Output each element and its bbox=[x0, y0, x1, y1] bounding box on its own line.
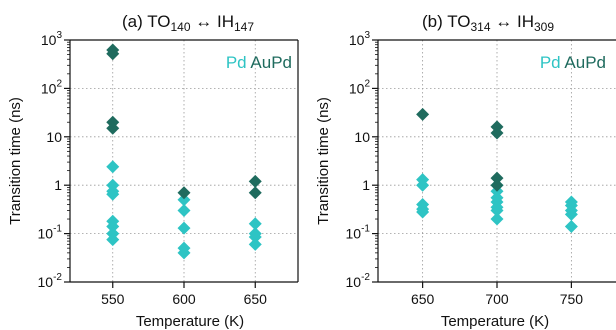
data-point-pd bbox=[106, 233, 120, 247]
title-right-subscript: 309 bbox=[534, 20, 554, 34]
y-tick-exponent: -1 bbox=[53, 224, 62, 235]
y-tick-base: 10 bbox=[346, 274, 362, 290]
x-tick-label: 700 bbox=[485, 291, 509, 307]
y-tick-label: 102 bbox=[349, 78, 371, 96]
y-tick-label: 103 bbox=[349, 30, 371, 48]
data-point-aupd bbox=[416, 107, 430, 121]
y-tick-base: 10 bbox=[41, 32, 57, 48]
y-tick-label: 10-1 bbox=[346, 224, 371, 242]
y-tick-exponent: -2 bbox=[53, 272, 62, 283]
title-left-name: TO bbox=[147, 12, 170, 31]
y-tick-label: 10 bbox=[354, 129, 370, 145]
data-point-pd bbox=[490, 204, 504, 218]
title-right-name: IH bbox=[517, 12, 534, 31]
title-right-subscript: 147 bbox=[234, 20, 254, 34]
y-tick-base: 10 bbox=[349, 80, 365, 96]
title-arrow: ↔ bbox=[491, 12, 517, 31]
panel-title: (a) TO140 ↔ IH147 bbox=[122, 12, 254, 34]
legend: Pd AuPd bbox=[540, 53, 606, 72]
data-point-pd bbox=[416, 178, 430, 192]
data-point-pd bbox=[416, 205, 430, 219]
data-point-pd bbox=[564, 220, 578, 234]
x-tick-label: 650 bbox=[244, 291, 268, 307]
data-point-pd bbox=[248, 230, 262, 244]
panel-label: (b) bbox=[422, 12, 447, 31]
data-point-pd bbox=[564, 207, 578, 221]
title-right-name: IH bbox=[217, 12, 234, 31]
legend-entry-pd: Pd bbox=[540, 53, 561, 72]
y-tick-exponent: 3 bbox=[56, 30, 62, 41]
y-tick-base: 10 bbox=[349, 32, 365, 48]
y-tick-exponent: 3 bbox=[364, 30, 370, 41]
data-point-aupd bbox=[177, 186, 191, 200]
panel-label: (a) bbox=[122, 12, 147, 31]
y-tick-base: 1 bbox=[362, 177, 370, 193]
data-point-aupd bbox=[490, 126, 504, 140]
y-tick-label: 102 bbox=[41, 78, 63, 96]
panel-title: (b) TO314 ↔ IH309 bbox=[422, 12, 554, 34]
legend: Pd AuPd bbox=[226, 53, 292, 72]
y-tick-base: 10 bbox=[38, 226, 54, 242]
y-tick-exponent: 2 bbox=[364, 78, 370, 89]
y-tick-base: 10 bbox=[354, 129, 370, 145]
x-tick-label: 550 bbox=[101, 291, 125, 307]
y-tick-base: 1 bbox=[54, 177, 62, 193]
data-point-aupd bbox=[490, 178, 504, 192]
y-tick-exponent: -2 bbox=[361, 272, 370, 283]
y-tick-label: 10-1 bbox=[38, 224, 63, 242]
x-tick-label: 750 bbox=[560, 291, 584, 307]
y-axis-label: Transition time (ns) bbox=[7, 97, 24, 225]
legend-entry-aupd: AuPd bbox=[247, 53, 292, 72]
x-tick-label: 650 bbox=[411, 291, 435, 307]
title-arrow: ↔ bbox=[191, 12, 217, 31]
data-point-pd bbox=[177, 246, 191, 260]
y-tick-base: 10 bbox=[41, 80, 57, 96]
y-axis-label: Transition time (ns) bbox=[315, 97, 332, 225]
data-point-aupd bbox=[248, 174, 262, 188]
y-tick-label: 1 bbox=[54, 177, 62, 193]
y-tick-exponent: -1 bbox=[361, 224, 370, 235]
data-point-pd bbox=[177, 204, 191, 218]
y-tick-label: 10-2 bbox=[346, 272, 371, 290]
data-point-pd bbox=[248, 217, 262, 231]
x-tick-label: 600 bbox=[172, 291, 196, 307]
data-point-pd bbox=[490, 212, 504, 226]
title-left-name: TO bbox=[447, 12, 470, 31]
data-point-aupd bbox=[248, 186, 262, 200]
y-tick-label: 10-2 bbox=[38, 272, 63, 290]
y-tick-exponent: 2 bbox=[56, 78, 62, 89]
title-left-subscript: 140 bbox=[171, 20, 191, 34]
x-axis-label: Temperature (K) bbox=[136, 313, 244, 330]
title-left-subscript: 314 bbox=[471, 20, 491, 34]
legend-entry-aupd: AuPd bbox=[561, 53, 606, 72]
y-tick-label: 1 bbox=[362, 177, 370, 193]
data-point-aupd bbox=[106, 47, 120, 61]
data-point-pd bbox=[177, 193, 191, 207]
y-tick-base: 10 bbox=[38, 274, 54, 290]
data-point-pd bbox=[106, 160, 120, 174]
legend-entry-pd: Pd bbox=[226, 53, 247, 72]
data-point-aupd bbox=[106, 121, 120, 135]
data-point-pd bbox=[106, 220, 120, 234]
x-axis-label: Temperature (K) bbox=[441, 313, 549, 330]
y-tick-base: 10 bbox=[346, 226, 362, 242]
y-tick-base: 10 bbox=[46, 129, 62, 145]
data-point-pd bbox=[177, 221, 191, 235]
y-tick-label: 103 bbox=[41, 30, 63, 48]
y-tick-label: 10 bbox=[46, 129, 62, 145]
data-point-pd bbox=[248, 237, 262, 251]
data-point-aupd bbox=[490, 171, 504, 185]
data-point-pd bbox=[106, 184, 120, 198]
